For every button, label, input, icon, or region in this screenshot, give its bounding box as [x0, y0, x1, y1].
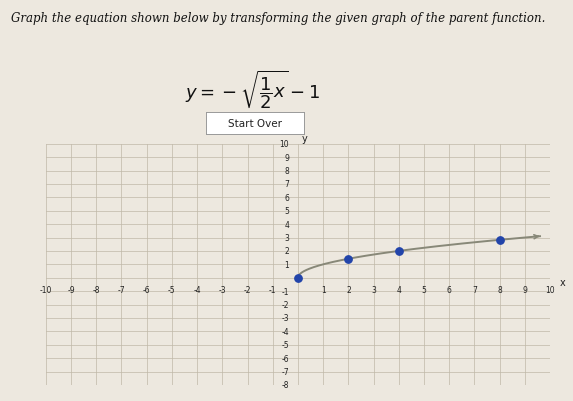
Point	[344, 256, 353, 262]
Text: 5: 5	[284, 207, 289, 216]
Text: 5: 5	[422, 286, 426, 294]
Text: $y = -\sqrt{\dfrac{1}{2}x} - 1$: $y = -\sqrt{\dfrac{1}{2}x} - 1$	[185, 68, 320, 111]
Text: -3: -3	[281, 314, 289, 323]
Text: 8: 8	[284, 166, 289, 176]
Text: -6: -6	[281, 354, 289, 363]
Text: -7: -7	[281, 367, 289, 376]
Text: 2: 2	[346, 286, 351, 294]
Text: 9: 9	[523, 286, 527, 294]
Text: 7: 7	[284, 180, 289, 189]
Text: 8: 8	[497, 286, 502, 294]
Text: 1: 1	[284, 260, 289, 269]
Text: Start Over: Start Over	[228, 118, 282, 128]
Text: 7: 7	[472, 286, 477, 294]
Point	[293, 275, 303, 281]
Text: -9: -9	[67, 286, 75, 294]
Text: 3: 3	[371, 286, 376, 294]
Text: -5: -5	[281, 340, 289, 349]
Text: 4: 4	[397, 286, 401, 294]
Text: 4: 4	[284, 220, 289, 229]
Text: -3: -3	[218, 286, 226, 294]
Text: -4: -4	[193, 286, 201, 294]
Text: 1: 1	[321, 286, 325, 294]
Text: x: x	[560, 277, 566, 287]
Text: -6: -6	[143, 286, 151, 294]
Text: -8: -8	[282, 381, 289, 389]
Text: -7: -7	[117, 286, 125, 294]
Text: 6: 6	[284, 193, 289, 203]
Point	[495, 237, 504, 243]
Text: 2: 2	[284, 247, 289, 256]
Point	[394, 248, 403, 255]
Text: -2: -2	[282, 300, 289, 309]
Text: -1: -1	[282, 287, 289, 296]
Text: Graph the equation shown below by transforming the given graph of the parent fun: Graph the equation shown below by transf…	[11, 12, 546, 25]
Text: 10: 10	[545, 286, 555, 294]
Text: 10: 10	[280, 140, 289, 149]
Text: -1: -1	[269, 286, 277, 294]
Text: -4: -4	[281, 327, 289, 336]
Text: y: y	[301, 134, 307, 144]
Text: 6: 6	[447, 286, 452, 294]
Text: 3: 3	[284, 233, 289, 243]
Text: 9: 9	[284, 153, 289, 162]
Text: -10: -10	[40, 286, 52, 294]
Text: -8: -8	[92, 286, 100, 294]
Text: -5: -5	[168, 286, 176, 294]
Text: -2: -2	[244, 286, 252, 294]
